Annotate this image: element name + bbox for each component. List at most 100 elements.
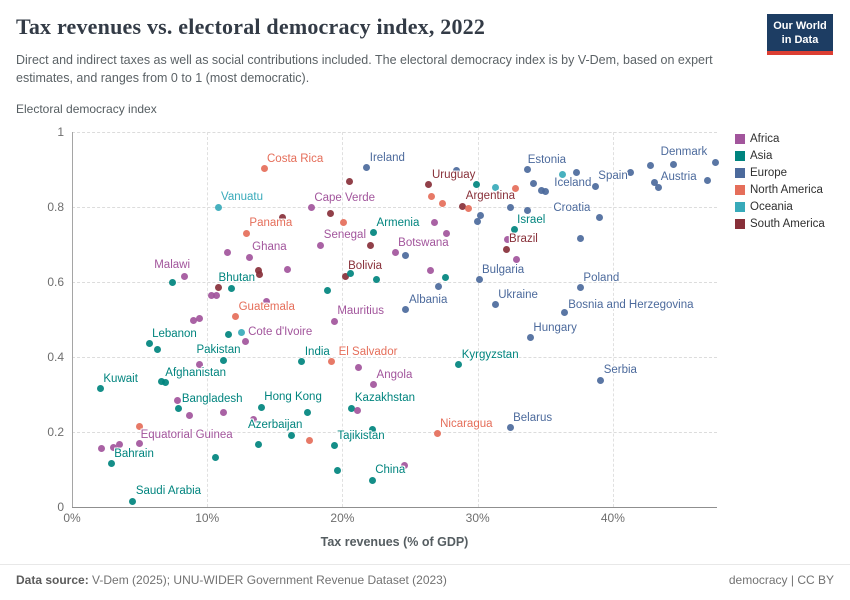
data-point[interactable] bbox=[110, 443, 118, 451]
data-point-nicaragua[interactable] bbox=[433, 430, 441, 437]
data-point-armenia[interactable] bbox=[370, 229, 378, 237]
data-point[interactable] bbox=[195, 314, 203, 322]
point-label-bangladesh[interactable]: Bangladesh bbox=[181, 392, 243, 405]
data-point-malawi[interactable] bbox=[180, 272, 188, 280]
data-point[interactable] bbox=[136, 423, 144, 431]
data-point-tajikistan[interactable] bbox=[330, 442, 338, 449]
data-point[interactable] bbox=[168, 279, 176, 287]
data-point-albania[interactable] bbox=[402, 306, 410, 314]
point-label-kazakhstan[interactable]: Kazakhstan bbox=[354, 392, 415, 404]
data-point[interactable] bbox=[256, 270, 264, 278]
point-label-iceland[interactable]: Iceland bbox=[554, 177, 592, 190]
data-point-ireland[interactable] bbox=[363, 164, 371, 172]
point-label-austria[interactable]: Austria bbox=[660, 171, 697, 184]
point-label-vanuatu[interactable]: Vanuatu bbox=[221, 191, 264, 203]
data-point[interactable] bbox=[213, 292, 221, 299]
data-point[interactable] bbox=[476, 212, 484, 220]
point-label-afghanistan[interactable]: Afghanistan bbox=[165, 366, 227, 379]
data-point[interactable] bbox=[303, 408, 311, 416]
data-point-serbia[interactable] bbox=[597, 376, 605, 384]
data-point-spain[interactable] bbox=[591, 182, 599, 190]
point-label-mauritius[interactable]: Mauritius bbox=[337, 305, 384, 318]
data-point-bulgaria[interactable] bbox=[475, 276, 483, 284]
point-label-bhutan[interactable]: Bhutan bbox=[218, 271, 255, 284]
data-point-cape-verde[interactable] bbox=[307, 204, 315, 212]
point-label-israel[interactable]: Israel bbox=[517, 213, 546, 226]
point-label-saudi-arabia[interactable]: Saudi Arabia bbox=[135, 485, 202, 498]
data-point[interactable] bbox=[537, 186, 545, 194]
data-point[interactable] bbox=[237, 328, 245, 336]
point-label-ireland[interactable]: Ireland bbox=[369, 151, 405, 164]
point-label-denmark[interactable]: Denmark bbox=[660, 146, 708, 158]
point-label-cote-d-ivoire[interactable]: Cote d'Ivoire bbox=[248, 325, 313, 338]
data-point-angola[interactable] bbox=[370, 381, 378, 389]
point-label-nicaragua[interactable]: Nicaragua bbox=[440, 417, 493, 430]
data-point[interactable] bbox=[503, 236, 511, 244]
data-point[interactable] bbox=[263, 298, 271, 305]
legend-item-africa[interactable]: Africa bbox=[735, 130, 825, 147]
data-point[interactable] bbox=[512, 184, 520, 192]
point-label-poland[interactable]: Poland bbox=[583, 271, 620, 284]
data-point-panama[interactable] bbox=[242, 229, 250, 237]
license-note[interactable]: democracy | CC BY bbox=[728, 573, 834, 587]
data-point-guatemala[interactable] bbox=[232, 313, 240, 320]
data-point-equatorial-guinea[interactable] bbox=[136, 440, 144, 448]
data-point-ghana[interactable] bbox=[245, 253, 253, 261]
point-label-hungary[interactable]: Hungary bbox=[533, 321, 577, 334]
point-label-ukraine[interactable]: Ukraine bbox=[498, 288, 538, 301]
data-point[interactable] bbox=[214, 283, 222, 291]
data-point[interactable] bbox=[655, 184, 663, 191]
point-label-equatorial-guinea[interactable]: Equatorial Guinea bbox=[140, 428, 233, 441]
data-point[interactable] bbox=[157, 377, 165, 385]
point-label-angola[interactable]: Angola bbox=[376, 368, 413, 381]
data-point[interactable] bbox=[249, 416, 257, 424]
point-label-serbia[interactable]: Serbia bbox=[603, 364, 637, 377]
data-point[interactable] bbox=[283, 266, 291, 274]
data-point-bosnia-and-herzegovina[interactable] bbox=[560, 309, 568, 317]
data-point[interactable] bbox=[115, 440, 123, 448]
data-point[interactable] bbox=[211, 454, 219, 461]
data-point-croatia[interactable] bbox=[595, 214, 603, 221]
point-label-belarus[interactable]: Belarus bbox=[513, 411, 553, 424]
data-point[interactable] bbox=[428, 193, 436, 200]
data-point-bhutan[interactable] bbox=[228, 285, 236, 293]
data-point[interactable] bbox=[704, 177, 712, 185]
point-label-botswana[interactable]: Botswana bbox=[398, 236, 449, 249]
data-point-china[interactable] bbox=[368, 476, 376, 484]
data-point-belarus[interactable] bbox=[506, 424, 514, 432]
data-point-saudi-arabia[interactable] bbox=[129, 497, 137, 505]
data-point-india[interactable] bbox=[298, 358, 306, 365]
point-label-bolivia[interactable]: Bolivia bbox=[348, 260, 383, 272]
data-point-uruguay[interactable] bbox=[425, 181, 433, 188]
data-point-argentina[interactable] bbox=[459, 202, 467, 210]
data-point[interactable] bbox=[345, 178, 353, 185]
legend-item-oceania[interactable]: Oceania bbox=[735, 198, 825, 215]
data-point[interactable] bbox=[670, 161, 678, 169]
data-point-israel[interactable] bbox=[510, 226, 518, 233]
data-point-bangladesh[interactable] bbox=[175, 405, 183, 413]
point-label-uruguay[interactable]: Uruguay bbox=[431, 168, 476, 181]
data-point[interactable] bbox=[426, 266, 434, 274]
data-point[interactable] bbox=[367, 242, 375, 250]
data-point[interactable] bbox=[355, 364, 363, 372]
point-label-bulgaria[interactable]: Bulgaria bbox=[482, 263, 525, 276]
data-point[interactable] bbox=[491, 183, 499, 191]
data-point-bolivia[interactable] bbox=[341, 272, 349, 280]
point-label-spain[interactable]: Spain bbox=[598, 170, 628, 183]
data-point[interactable] bbox=[576, 234, 584, 242]
data-point-poland[interactable] bbox=[576, 284, 584, 292]
data-point[interactable] bbox=[401, 462, 409, 470]
point-label-hong-kong[interactable]: Hong Kong bbox=[264, 391, 322, 404]
data-point-el-salvador[interactable] bbox=[328, 358, 336, 365]
point-label-argentina[interactable]: Argentina bbox=[465, 190, 516, 203]
data-point[interactable] bbox=[559, 170, 567, 178]
legend-item-south-america[interactable]: South America bbox=[735, 215, 825, 232]
legend-item-north-america[interactable]: North America bbox=[735, 181, 825, 198]
data-point[interactable] bbox=[186, 412, 194, 420]
data-point-kazakhstan[interactable] bbox=[348, 404, 356, 412]
point-label-ghana[interactable]: Ghana bbox=[252, 241, 287, 254]
data-point[interactable] bbox=[572, 169, 580, 177]
data-point-afghanistan[interactable] bbox=[161, 379, 169, 386]
data-point[interactable] bbox=[279, 214, 287, 221]
owid-logo[interactable]: Our World in Data bbox=[767, 14, 833, 55]
